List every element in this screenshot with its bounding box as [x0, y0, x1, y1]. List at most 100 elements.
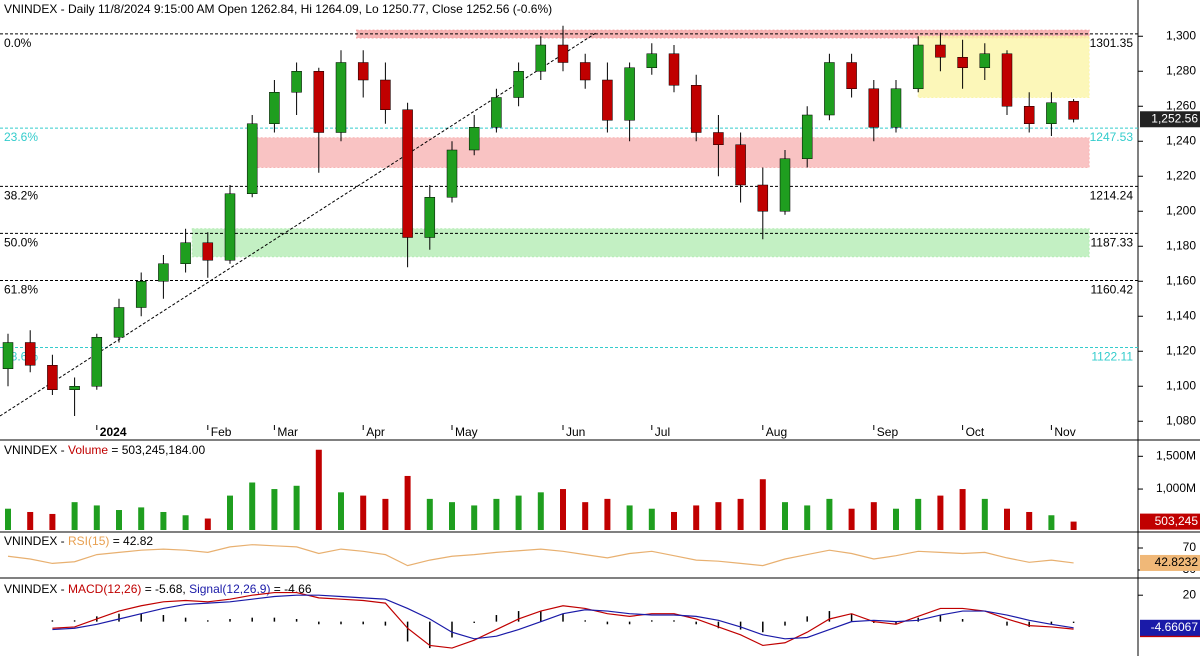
volume-bar	[1048, 515, 1055, 530]
volume-bar	[648, 508, 655, 530]
title-part: RSI(15)	[68, 534, 109, 548]
candle-body	[535, 44, 547, 72]
volume-bar	[493, 498, 500, 530]
volume-bar	[893, 508, 899, 530]
volume-bar	[271, 489, 278, 530]
fib-value: 1214.24	[1090, 189, 1134, 203]
last-value-box	[1140, 513, 1200, 530]
volume-bar	[27, 511, 34, 530]
candle-body	[491, 97, 502, 128]
candle-body	[557, 44, 569, 63]
y-tick-label: 1,140	[1166, 308, 1196, 322]
volume-bar	[937, 495, 944, 530]
volume-bar	[915, 498, 922, 530]
candle-body	[624, 67, 635, 121]
y-tick-label: 1,120	[1166, 343, 1196, 357]
candle-body	[24, 342, 36, 366]
volume-bar	[582, 502, 589, 530]
volume-bar	[804, 505, 811, 530]
volume-bar	[471, 505, 478, 530]
volume-bar	[93, 505, 100, 530]
last-value-box	[1140, 554, 1200, 571]
title-part: VNINDEX -	[4, 582, 68, 596]
volume-bar	[338, 492, 344, 530]
candle-body	[957, 57, 968, 68]
candle-body	[135, 281, 147, 308]
candle-body	[380, 79, 391, 110]
candle-body	[202, 242, 214, 261]
title-part: VNINDEX -	[4, 443, 68, 457]
title-part: = -4.66	[270, 582, 311, 596]
candle-body	[313, 71, 325, 133]
title-part: = 503,245,184.00	[108, 443, 205, 457]
volume-bar	[782, 502, 788, 530]
volume-bar	[49, 513, 56, 530]
candle-body	[890, 88, 902, 128]
y-tick-label: 1,220	[1166, 168, 1196, 182]
volume-bar	[626, 505, 633, 530]
title-part: MACD(12,26)	[68, 582, 141, 596]
x-tick-label: Apr	[366, 425, 385, 439]
volume-bar	[537, 492, 544, 530]
volume-bar	[759, 479, 766, 530]
x-tick-label: 2024	[100, 425, 127, 439]
volume-bar	[560, 489, 566, 530]
y-tick-label: 20	[1183, 587, 1197, 601]
last-value-label: -4.66067	[1151, 620, 1199, 634]
fib-value: 1187.33	[1091, 236, 1134, 250]
y-tick-label: 70	[1183, 540, 1197, 554]
volume-bar	[715, 502, 722, 530]
y-tick-label: 1,240	[1166, 133, 1196, 147]
candle-body	[1001, 53, 1013, 107]
volume-bar	[515, 495, 522, 530]
candle-body	[1046, 102, 1057, 124]
candle-body	[269, 92, 280, 124]
candle-body	[1068, 101, 1079, 120]
volume-bar	[315, 449, 322, 530]
candle-body	[912, 44, 924, 89]
candle-body	[180, 242, 191, 264]
volume-bar	[249, 482, 256, 530]
x-tick-label: Feb	[211, 425, 232, 439]
candle-body	[69, 386, 80, 390]
title-part: = -5.68,	[141, 582, 189, 596]
volume-bar	[737, 498, 744, 530]
candle-body	[291, 71, 302, 93]
y-tick-label: 1,200	[1166, 203, 1196, 217]
volume-bar	[227, 495, 233, 530]
y-tick-label: 1,300	[1166, 28, 1196, 42]
volume-bar	[959, 489, 966, 530]
candle-body	[402, 109, 413, 238]
fib-label: 38.2%	[4, 189, 38, 203]
candle-body	[468, 127, 480, 151]
volume-bar	[693, 505, 700, 530]
last-value-label: 1,252.56	[1151, 111, 1198, 125]
candle-body	[446, 149, 458, 198]
candle-body	[357, 62, 369, 81]
volume-bar	[1070, 521, 1077, 530]
y-tick-label: 1,080	[1166, 413, 1196, 427]
volume-bar	[5, 508, 11, 530]
candle-body	[224, 193, 236, 261]
last-value-label: 503,245	[1155, 514, 1199, 528]
candle-body	[335, 62, 347, 133]
y-tick-label: 1,100	[1166, 378, 1196, 392]
fib-label: 61.8%	[4, 283, 38, 297]
volume-bar	[182, 515, 189, 530]
candle-body	[757, 184, 769, 212]
candle-body	[91, 337, 103, 387]
candle-body	[602, 79, 613, 121]
panel-title: VNINDEX - RSI(15) = 42.82	[4, 534, 153, 548]
candle-body	[158, 263, 169, 282]
rsi-line	[7, 544, 1074, 567]
candle-body	[1023, 106, 1035, 124]
panel-title: VNINDEX - Volume = 503,245,184.00	[4, 443, 205, 457]
candle-body	[47, 365, 58, 390]
volume-bar	[1026, 511, 1033, 530]
fib-value: 1160.42	[1091, 283, 1134, 297]
x-tick-label: Aug	[766, 425, 787, 439]
candle-body	[579, 62, 591, 81]
candle-body	[801, 114, 813, 159]
